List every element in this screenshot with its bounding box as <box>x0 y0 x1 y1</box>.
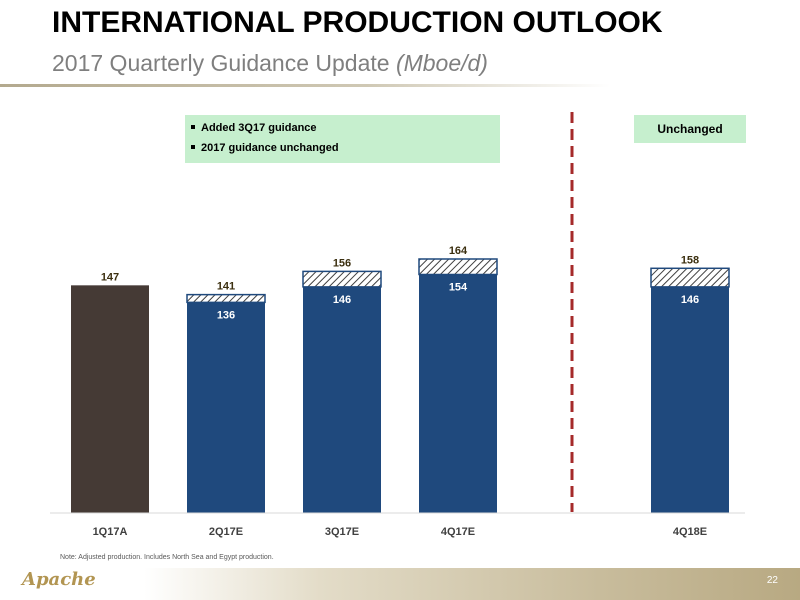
bar-added-4q17e <box>418 258 498 276</box>
subtitle-unit: (Mboe/d) <box>395 50 488 76</box>
page-title: INTERNATIONAL PRODUCTION OUTLOOK <box>52 6 663 39</box>
bullet-icon <box>191 125 195 130</box>
subtitle-rule <box>0 84 610 87</box>
bar-added-4q18e <box>650 267 730 288</box>
page-subtitle: 2017 Quarterly Guidance Update (Mboe/d) <box>52 50 488 77</box>
category-label-3q17e: 3Q17E <box>325 526 359 538</box>
bar-base-4q18e <box>651 286 729 513</box>
base-label-2q17e: 136 <box>217 309 235 321</box>
category-label-1q17a: 1Q17A <box>93 526 128 538</box>
base-label-4q17e: 154 <box>449 281 468 293</box>
bullet-icon <box>191 145 195 150</box>
bar-base-3q17e <box>303 286 381 513</box>
bar-added-2q17e <box>186 293 266 304</box>
bar-added-3q17e <box>302 270 382 288</box>
bar-base-2q17e <box>187 302 265 513</box>
apache-logo: Apache <box>22 569 96 590</box>
page-number: 22 <box>766 575 778 586</box>
bar-base-4q17e <box>419 274 497 513</box>
unchanged-badge: Unchanged <box>634 115 746 143</box>
legend-item-added: Added 3Q17 guidance <box>191 122 317 134</box>
footer-band <box>0 568 800 600</box>
total-label-1q17a: 147 <box>101 271 119 283</box>
footnote: Note: Adjusted production. Includes Nort… <box>60 554 274 561</box>
category-label-4q18e: 4Q18E <box>673 526 707 538</box>
total-label-4q17e: 164 <box>449 245 468 257</box>
bar-base-1q17a <box>71 285 149 513</box>
base-label-4q18e: 146 <box>681 294 699 306</box>
total-label-4q18e: 158 <box>681 254 699 266</box>
legend-label-unchanged: 2017 guidance unchanged <box>201 142 339 154</box>
total-label-3q17e: 156 <box>333 257 351 269</box>
category-label-2q17e: 2Q17E <box>209 526 243 538</box>
base-label-3q17e: 146 <box>333 294 351 306</box>
legend-label-added: Added 3Q17 guidance <box>201 122 317 134</box>
category-label-4q17e: 4Q17E <box>441 526 475 538</box>
total-label-2q17e: 141 <box>217 281 235 293</box>
subtitle-text: 2017 Quarterly Guidance Update <box>52 50 396 76</box>
legend-item-unchanged: 2017 guidance unchanged <box>191 142 339 154</box>
legend-box: Added 3Q17 guidance 2017 guidance unchan… <box>185 115 500 163</box>
